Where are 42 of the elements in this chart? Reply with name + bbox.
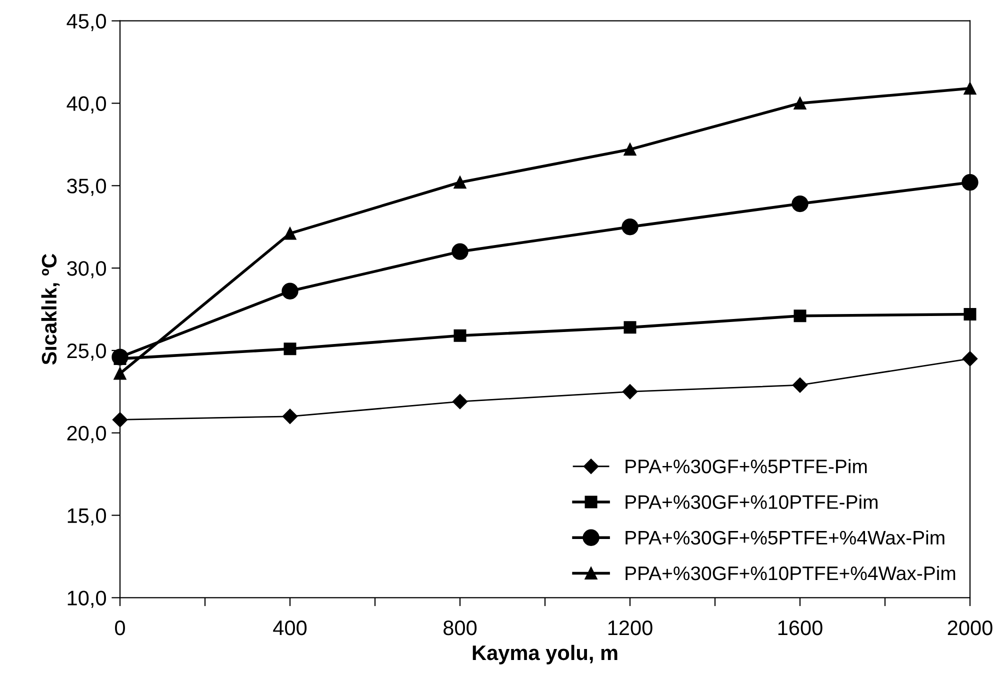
legend-label: PPA+%30GF+%10PTFE+%4Wax-Pim	[626, 566, 956, 580]
x-tick-label: 2000	[948, 620, 992, 636]
point	[792, 378, 808, 393]
y-tick-label: 30,0	[67, 261, 106, 278]
point	[454, 329, 466, 342]
point	[622, 218, 638, 236]
point	[964, 82, 976, 95]
x-tick-label: 1600	[778, 620, 822, 636]
point	[284, 342, 296, 356]
point	[624, 143, 636, 156]
point	[282, 282, 298, 300]
x-axis-title: Kayma yolu, m	[472, 644, 618, 664]
y-tick-label: 20,0	[67, 426, 106, 444]
x-tick-label: 0	[115, 620, 125, 636]
point	[284, 227, 296, 240]
x-tick-label: 1200	[608, 620, 652, 636]
point	[792, 195, 808, 212]
point	[282, 408, 298, 424]
point	[794, 310, 806, 322]
point	[454, 176, 466, 189]
point	[964, 308, 976, 320]
point	[452, 243, 468, 260]
x-tick-label: 400	[273, 620, 307, 636]
point	[112, 412, 128, 428]
point	[962, 351, 978, 366]
point	[622, 384, 638, 400]
x-tick-label: 800	[444, 620, 477, 636]
y-tick-label: 25,0	[67, 343, 106, 361]
legend-label: PPA+%30GF+%5PTFE+%4Wax-Pim	[626, 530, 944, 545]
point	[962, 174, 978, 191]
y-axis-title: Sıcaklık, ºC	[41, 254, 60, 365]
y-tick-label: 35,0	[67, 178, 106, 196]
legend-label: PPA+%30GF+%10PTFE-Pim	[626, 494, 878, 509]
point	[114, 367, 126, 380]
point	[452, 394, 468, 410]
y-tick-label: 15,0	[68, 508, 106, 526]
point	[794, 97, 806, 110]
point	[624, 321, 636, 334]
y-tick-label: 10,0	[68, 590, 106, 608]
legend-label: PPA+%30GF+%5PTFE-Pim	[626, 459, 867, 474]
y-tick-label: 45,0	[66, 14, 106, 32]
y-tick-label: 40,0	[66, 96, 106, 114]
